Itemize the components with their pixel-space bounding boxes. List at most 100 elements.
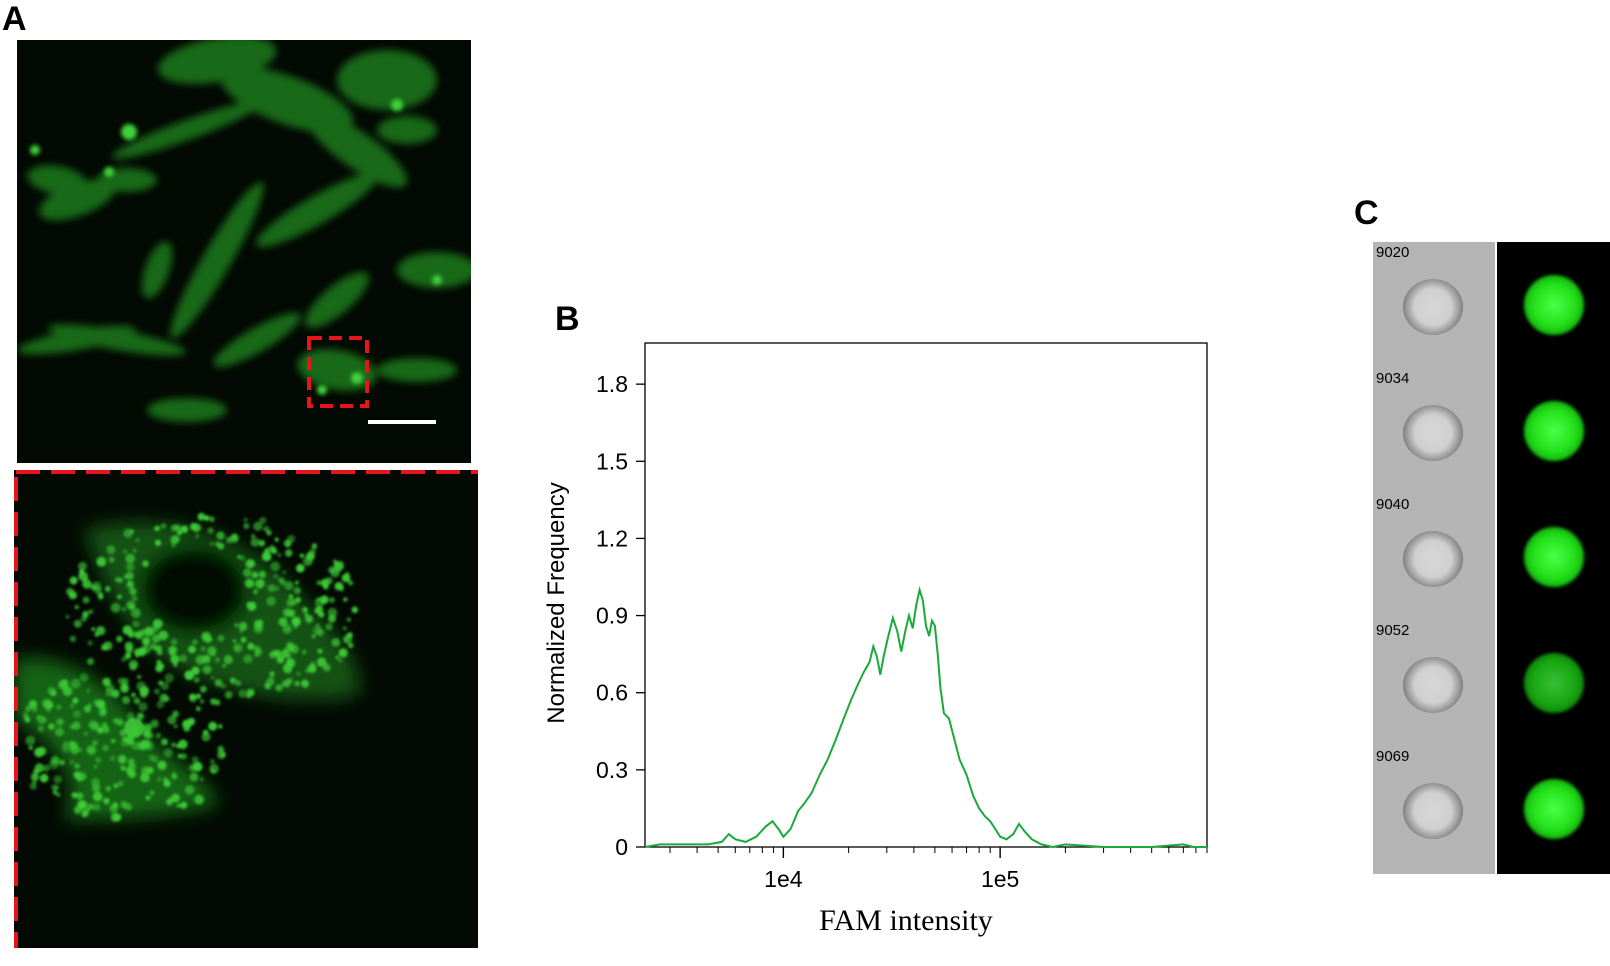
zoom-vesicle [127, 580, 133, 586]
zoom-vesicle [192, 523, 202, 533]
zoom-vesicle [99, 593, 104, 599]
overview-cell [213, 312, 301, 368]
zoom-vesicle [180, 801, 188, 809]
zoom-vesicle [136, 681, 146, 691]
zoom-vesicle [59, 759, 65, 766]
zoom-vesicle [346, 617, 352, 622]
zoom-vesicle [291, 616, 301, 627]
zoom-vesicle [77, 800, 87, 810]
zoom-vesicle [301, 649, 307, 655]
zoom-vesicle [188, 645, 196, 654]
zoom-vesicle [287, 534, 296, 543]
zoom-vesicle [141, 739, 151, 749]
zoom-vesicle [123, 574, 128, 579]
zoom-vesicle [134, 630, 143, 640]
zoom-vesicle [88, 720, 98, 730]
zoom-vesicle [275, 684, 283, 692]
zoom-vesicle [43, 699, 53, 710]
zoom-vesicle [105, 683, 115, 692]
zoom-vesicle [209, 516, 215, 521]
zoom-vesicle [218, 724, 223, 729]
roi-box [307, 336, 369, 408]
zoom-vesicle [141, 636, 151, 646]
zoom-vesicle [73, 710, 81, 718]
zoom-vesicle [270, 561, 281, 572]
zoom-vesicle [243, 517, 248, 523]
zoom-vesicle [148, 754, 155, 761]
zoom-vesicle [74, 605, 79, 610]
zoom-vesicle [265, 547, 270, 552]
zoom-vesicle [78, 573, 84, 579]
brightfield-cell [1403, 405, 1463, 461]
y-tick-label: 1.8 [596, 371, 628, 397]
zoom-vesicle [58, 719, 64, 725]
zoom-vesicle [121, 656, 127, 662]
zoom-vesicle [157, 760, 167, 770]
zoom-vesicle [112, 802, 119, 809]
zoom-vesicle [128, 762, 136, 771]
overview-cell [111, 101, 263, 159]
zoom-vesicle [172, 710, 180, 718]
zoom-vesicle [37, 725, 44, 732]
zoom-vesicle [192, 761, 203, 772]
zoom-vesicle [194, 794, 204, 805]
zoom-vesicle [102, 744, 109, 752]
zoom-vesicle [346, 632, 353, 639]
zoom-vesicle [95, 757, 102, 763]
zoom-vesicle [195, 693, 202, 699]
zoom-vesicle [250, 537, 260, 547]
zoom-vesicle [214, 678, 223, 687]
zoom-vesicle [129, 662, 138, 671]
zoom-vesicle [110, 738, 116, 744]
zoom-vesicle [160, 523, 167, 530]
zoom-vesicle [234, 646, 239, 650]
fluorescent-cell [1524, 779, 1584, 839]
zoom-vesicle [320, 595, 329, 604]
fluorescence-tile [1497, 620, 1610, 748]
zoom-vesicle [274, 649, 282, 658]
zoom-vesicle [76, 792, 84, 800]
zoom-vesicle [225, 536, 233, 544]
zoom-bright-vesicle [124, 718, 144, 738]
zoom-vesicle [286, 659, 293, 666]
zoom-vesicle [55, 704, 62, 710]
zoom-vesicle [281, 680, 288, 687]
zoom-vesicle [152, 618, 163, 629]
zoom-vesicle [315, 605, 324, 614]
zoom-vesicle [123, 549, 128, 554]
zoom-vesicle [177, 753, 183, 759]
overview-cell [337, 50, 437, 110]
zoom-vesicle [140, 772, 150, 783]
overview-spot [432, 275, 442, 285]
overview-cells-drawing [17, 40, 471, 424]
zoom-vesicle [258, 570, 266, 579]
zoom-vesicle [91, 627, 96, 632]
zoom-vesicle [216, 531, 225, 540]
overview-spot [351, 372, 363, 384]
zoom-vesicle [82, 579, 92, 589]
zoom-vesicle [282, 624, 292, 634]
zoom-vesicle [253, 521, 263, 531]
zoom-vesicle [195, 706, 201, 712]
overview-cell [255, 172, 379, 248]
y-tick-label: 0.6 [596, 680, 628, 706]
zoom-vesicle [157, 777, 162, 782]
zoom-vesicle [195, 534, 200, 538]
cell-image-row: 9069 [1373, 746, 1610, 874]
zoom-vesicle [164, 673, 174, 683]
zoom-vesicle [69, 576, 78, 585]
zoom-vesicle [269, 671, 275, 677]
zoom-vesicle [161, 738, 168, 746]
zoom-vesicle [330, 568, 340, 578]
overview-cell [305, 272, 369, 328]
zoom-vesicle [203, 634, 212, 643]
zoom-vesicle [25, 735, 36, 746]
x-tick-label: 1e5 [981, 866, 1019, 892]
zoom-vesicle [302, 607, 308, 613]
zoom-vesicle [144, 626, 154, 637]
zoom-vesicle [92, 740, 98, 746]
fluorescent-cell [1524, 401, 1584, 461]
zoom-vesicle [136, 712, 145, 720]
zoom-vesicle [129, 529, 135, 534]
zoom-vesicle [189, 693, 197, 701]
